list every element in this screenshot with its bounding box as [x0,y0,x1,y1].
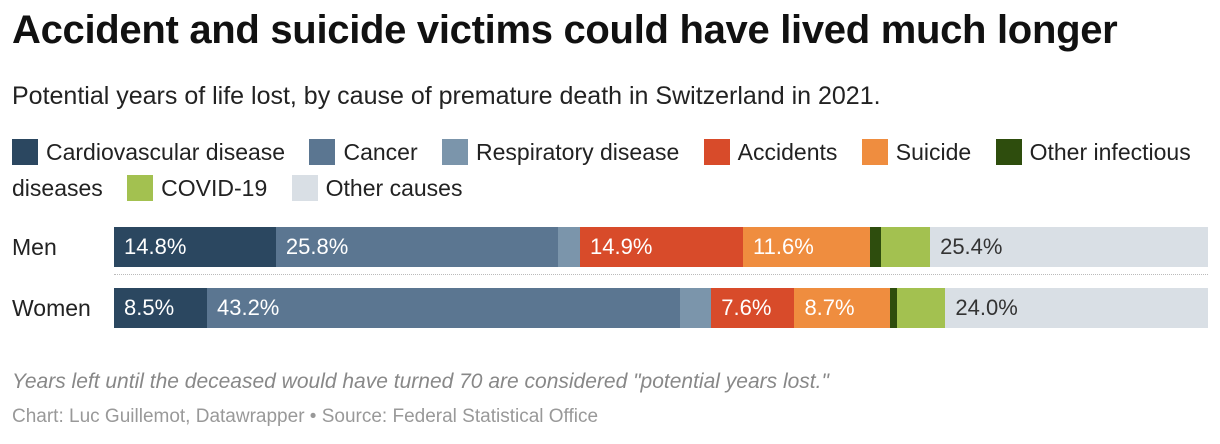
chart-title: Accident and suicide victims could have … [12,8,1118,52]
chart-subtitle: Potential years of life lost, by cause o… [12,82,881,110]
bar-segment: 14.9% [580,227,744,267]
legend-label: COVID-19 [161,175,268,201]
legend-label: Cancer [343,139,418,165]
data-label: 43.2% [216,295,280,320]
bar-men: 14.8% 25.8% 14.9% 11.6% 25.4% [114,227,1208,267]
row-divider [114,274,1208,275]
row-label-women: Women [12,295,91,321]
legend-item: COVID-19 [127,175,267,201]
bar-segment [897,288,946,328]
chart-notes: Years left until the deceased would have… [12,370,829,393]
bar-segment [869,227,881,267]
bar-segment: 24.0% [945,288,1208,328]
data-label: 25.4% [940,234,1003,259]
bar-segment: 14.8% [114,227,276,267]
legend-swatch [309,139,336,165]
legend-swatch [861,139,888,165]
legend-item: Cardiovascular disease [12,139,285,165]
data-label: 25.8% [285,234,349,259]
data-label: 11.6% [753,234,814,259]
legend-item: Other causes [291,175,463,201]
legend-swatch [703,139,730,165]
legend-swatch [12,139,38,165]
legend-label: Accidents [737,139,838,165]
legend-item: Suicide [861,139,972,165]
data-label: 8.5% [124,295,175,320]
bar-segment [679,288,712,328]
legend-swatch [442,139,469,165]
row-label-men: Men [12,234,57,260]
bar-segment: 8.7% [794,288,890,328]
legend-label: Other infectious diseases [12,139,1191,201]
data-label: 24.0% [955,295,1018,320]
legend-label: Cardiovascular disease [46,139,286,165]
bar-segment [558,227,581,267]
legend-item: Accidents [703,139,838,165]
bar-segment: 7.6% [711,288,795,328]
legend-swatch [995,139,1022,165]
legend-swatch [127,175,154,201]
legend-label: Respiratory disease [476,139,680,165]
data-label: 14.8% [124,234,187,259]
chart-credit: Chart: Luc Guillemot, Datawrapper • Sour… [12,406,599,427]
legend-label: Suicide [895,139,972,165]
legend: Cardiovascular disease Cancer Respirator… [12,134,1212,206]
legend-item: Cancer [309,139,418,165]
data-label: 14.9% [590,234,653,259]
legend-swatch [291,175,318,201]
data-label: 8.7% [804,295,855,320]
legend-label: Other causes [325,175,463,201]
bar-segment: 25.8% [275,227,559,267]
data-label: 7.6% [721,295,772,320]
legend-item: Other infectious diseases [12,139,1191,201]
bar-segment [880,227,931,267]
bar-segment: 8.5% [114,288,207,328]
bar-segment [889,288,898,328]
bar-segment: 25.4% [930,227,1208,267]
bar-segment: 43.2% [206,288,680,328]
bar-segment: 11.6% [743,227,870,267]
stacked-bar-chart: Men 14.8% 25.8% 14.9% 11.6% 25.4% Women 8.5%… [0,222,1220,332]
legend-item: Respiratory disease [442,139,679,165]
bar-women: 8.5% 43.2% 7.6% 8.7% 24.0% [114,288,1208,328]
